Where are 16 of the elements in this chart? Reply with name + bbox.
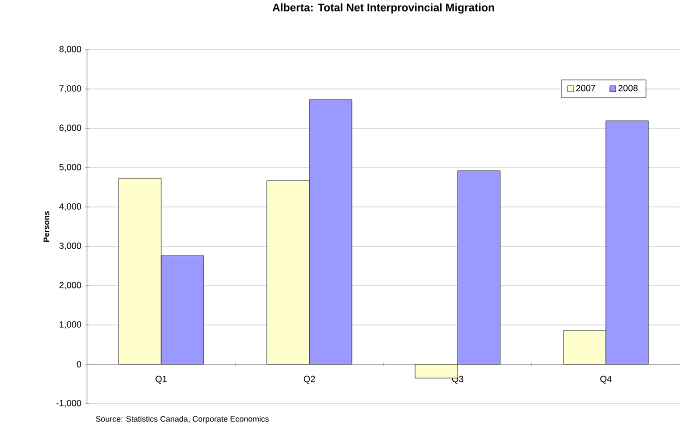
y-tick-label: 4,000 bbox=[59, 203, 82, 211]
y-tick-label: 8,000 bbox=[59, 46, 82, 54]
legend-label: 2008 bbox=[618, 85, 638, 92]
y-tick-label: 5,000 bbox=[59, 164, 82, 172]
legend-label: 2007 bbox=[576, 85, 596, 92]
x-tick-label: Q2 bbox=[304, 376, 315, 384]
x-tick-label: Q1 bbox=[156, 376, 167, 384]
y-tick-label: 2,000 bbox=[60, 282, 82, 290]
chart-title: Alberta: Total Net Interprovincial Migration bbox=[272, 4, 494, 14]
y-tick-label: 0 bbox=[76, 361, 82, 368]
y-tick-label: -1,000 bbox=[56, 400, 82, 408]
y-tick-label: 3,000 bbox=[59, 242, 82, 250]
y-tick-label: 1,000 bbox=[60, 321, 82, 329]
x-tick-label: Q4 bbox=[600, 376, 612, 384]
y-tick-label: 6,000 bbox=[60, 124, 82, 132]
y-tick-label: 7,000 bbox=[60, 85, 82, 93]
